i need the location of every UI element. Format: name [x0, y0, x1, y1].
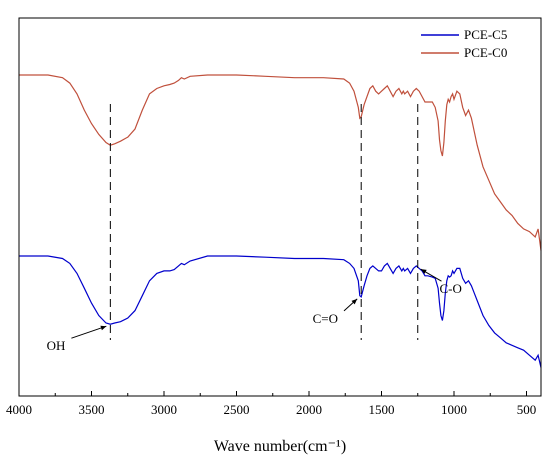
- series-line-pce-c0: [19, 74, 542, 251]
- x-tick-label-2000: 2000: [296, 402, 322, 417]
- annotation-arrowhead-c-o: [351, 298, 358, 305]
- plot-frame: [18, 17, 542, 397]
- annotation-label-c-o: C-O: [440, 281, 462, 296]
- series-line-pce-c5: [19, 255, 542, 368]
- x-tick-label-3000: 3000: [151, 402, 177, 417]
- annotation-arrowhead-oh: [100, 325, 107, 331]
- legend-label-pce-c0: PCE-C0: [464, 45, 507, 60]
- x-tick-label-3500: 3500: [79, 402, 105, 417]
- legend: PCE-C5 PCE-C0: [421, 27, 507, 60]
- x-tick-label-4000: 4000: [6, 402, 32, 417]
- legend-label-pce-c5: PCE-C5: [464, 27, 507, 42]
- series-layer: [19, 74, 542, 368]
- x-tick-label-1500: 1500: [369, 402, 395, 417]
- annotation-label-c-o: C=O: [313, 311, 338, 326]
- x-tick-label-500: 500: [517, 402, 537, 417]
- annotation-label-oh: OH: [47, 338, 66, 353]
- annotation-arrow-oh: [71, 325, 107, 339]
- marker-layer: OH C=O C-O: [47, 104, 462, 353]
- annotation-arrowhead-c-o: [420, 269, 427, 274]
- x-axis-title: Wave number(cm⁻¹): [214, 438, 346, 455]
- x-tick-label-2500: 2500: [224, 402, 250, 417]
- x-axis: 4000 3500 3000 2500 2000 1500 1000 500: [6, 391, 536, 417]
- x-tick-label-1000: 1000: [441, 402, 467, 417]
